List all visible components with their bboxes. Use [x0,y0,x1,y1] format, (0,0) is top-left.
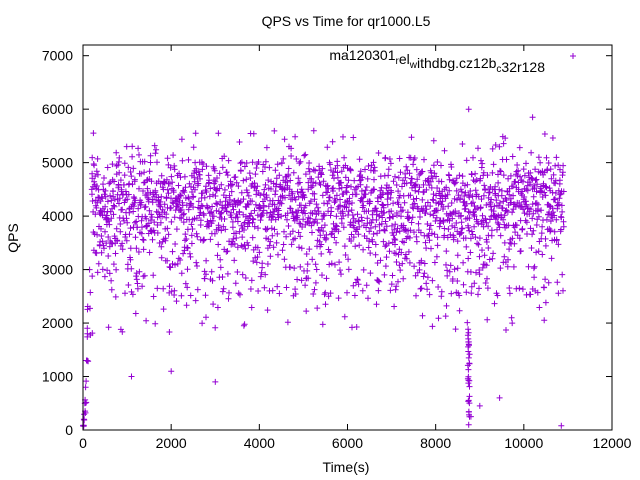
x-tick-label: 12000 [593,435,632,451]
tick-marks: 0 2000 4000 6000 8000 10000 12000 0 1000 2000 3000… [42,45,632,451]
y-tick-label: 2000 [42,315,73,331]
x-tick-label: 8000 [420,435,451,451]
chart-title: QPS vs Time for qr1000.L5 [262,13,431,29]
x-tick-label: 10000 [504,435,543,451]
y-tick-label: 0 [65,422,73,438]
x-tick-label: 0 [79,435,87,451]
legend-marker [570,53,576,59]
y-tick-label: 5000 [42,155,73,171]
y-tick-label: 7000 [42,48,73,64]
y-tick-label: 4000 [42,208,73,224]
legend-series-label: ma120301relwithdbg.cz12bc32r128 [329,47,545,75]
x-axis-label: Time(s) [323,459,370,475]
x-tick-label: 4000 [244,435,275,451]
legend: ma120301relwithdbg.cz12bc32r128 [329,47,576,75]
x-tick-label: 2000 [156,435,187,451]
x-tick-label: 6000 [332,435,363,451]
y-tick-label: 1000 [42,369,73,385]
y-axis-label: QPS [5,223,21,253]
y-tick-label: 6000 [42,101,73,117]
y-tick-label: 3000 [42,262,73,278]
legend-plus-marker [570,53,576,59]
